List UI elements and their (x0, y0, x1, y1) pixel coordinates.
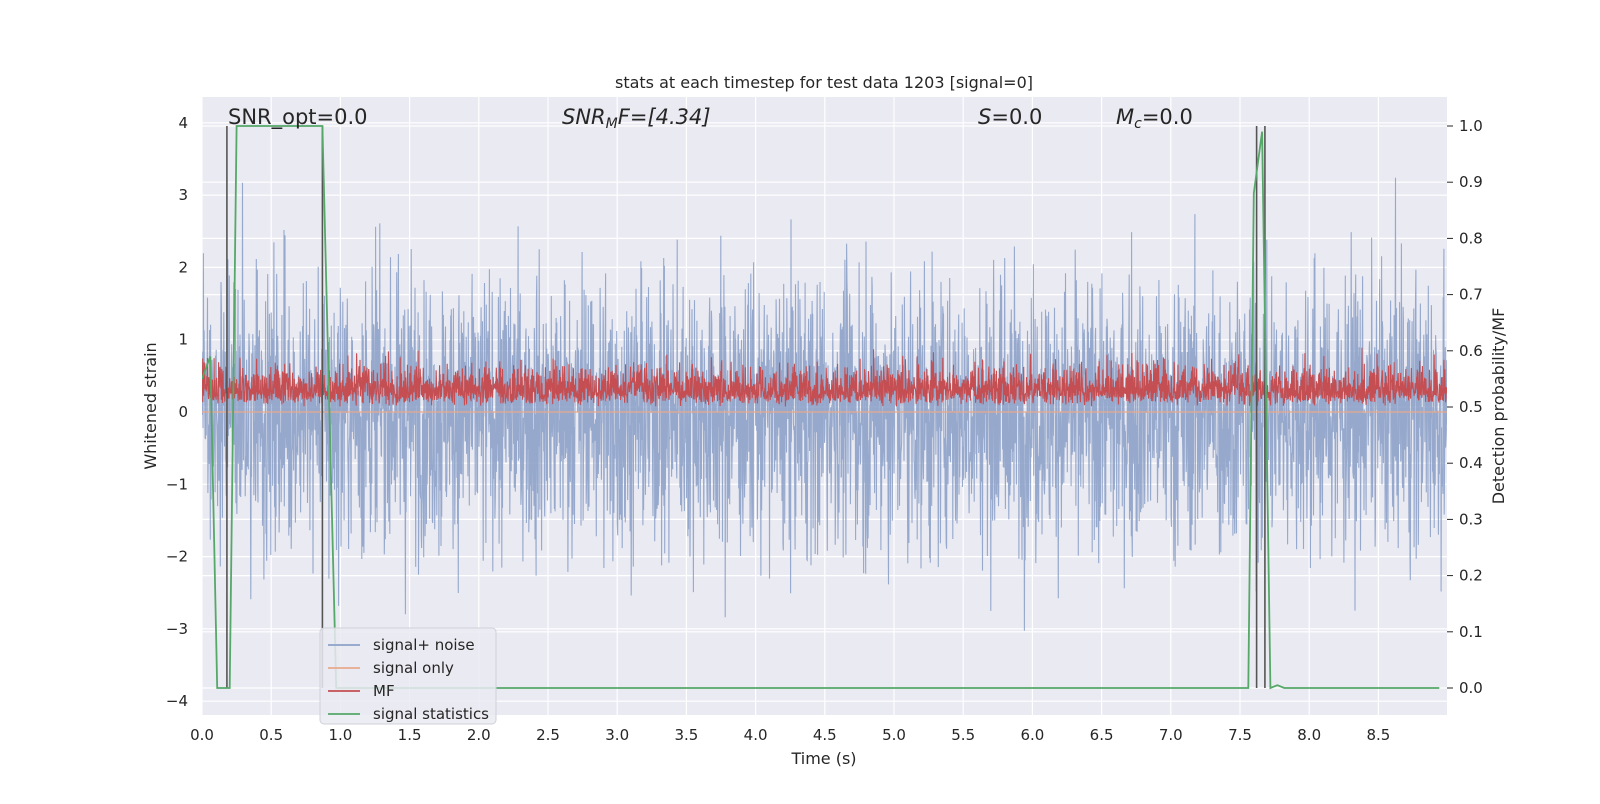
y-right-axis-ticks: 0.0 0.1 0.2 0.3 0.4 0.5 0.6 0.7 0.8 0.9 1.0 (1447, 117, 1483, 697)
y-right-tick-label: 0.3 (1459, 510, 1483, 528)
x-axis-ticks: 0.0 0.5 1.0 1.5 2.0 2.5 3.0 3.5 4.0 4.5 5.0 5.5 6.0 6… (190, 726, 1390, 744)
series-line-signal-noise (202, 177, 1447, 631)
y-tick-label: 3 (178, 186, 188, 204)
y-tick-label: 0 (178, 403, 188, 421)
y-right-tick-label: 0.9 (1459, 173, 1483, 191)
x-tick-label: 0.0 (190, 726, 214, 744)
legend-box (319, 627, 497, 725)
legend-label: signal statistics (373, 705, 489, 723)
y-right-axis-label: Detection probability/MF (1489, 308, 1508, 505)
y-right-tick-label: 0.6 (1459, 342, 1483, 360)
x-tick-label: 2.5 (536, 726, 560, 744)
y-right-tick-label: 0.1 (1459, 623, 1483, 641)
series-line-mf (202, 347, 1447, 407)
y-tick-label: −1 (166, 475, 188, 493)
chart-title: stats at each timestep for test data 120… (615, 73, 1033, 92)
annotation-snr-mf: SNRMF=[4.34] (562, 105, 711, 132)
x-tick-label: 0.5 (259, 726, 283, 744)
x-tick-label: 1.0 (328, 726, 352, 744)
y-right-tick-label: 0.4 (1459, 454, 1483, 472)
legend: signal+ noise signal only MF signal statist… (319, 627, 497, 725)
y-tick-label: −4 (166, 692, 188, 710)
y-right-tick-label: 0.0 (1459, 679, 1483, 697)
series-mf (202, 347, 1447, 407)
series-signal-noise (202, 177, 1447, 631)
y-axis-label: Whitened strain (141, 342, 160, 469)
x-tick-label: 3.5 (674, 726, 698, 744)
y-right-tick-label: 1.0 (1459, 117, 1483, 135)
x-axis-label: Time (s) (790, 749, 856, 768)
y-right-tick-label: 0.2 (1459, 567, 1483, 585)
x-tick-label: 7.5 (1228, 726, 1252, 744)
y-axis-ticks: −4 −3 −2 −1 0 1 2 3 4 (166, 114, 188, 710)
legend-label: MF (373, 682, 395, 700)
y-tick-label: −2 (166, 548, 188, 566)
y-tick-label: 4 (178, 114, 188, 132)
legend-label: signal+ noise (373, 636, 475, 654)
y-right-tick-label: 0.8 (1459, 229, 1483, 247)
x-tick-label: 6.5 (1090, 726, 1114, 744)
y-tick-label: 2 (178, 258, 188, 276)
vertical-markers (226, 126, 1266, 688)
x-tick-label: 7.0 (1159, 726, 1183, 744)
x-tick-label: 4.0 (744, 726, 768, 744)
x-tick-label: 3.0 (605, 726, 629, 744)
legend-label: signal only (373, 659, 454, 677)
y-tick-label: −3 (166, 620, 188, 638)
x-tick-label: 6.0 (1020, 726, 1044, 744)
annotation-snr-opt: SNR_opt=0.0 (228, 105, 368, 130)
x-tick-label: 5.5 (951, 726, 975, 744)
y-right-tick-label: 0.5 (1459, 398, 1483, 416)
x-tick-label: 8.0 (1297, 726, 1321, 744)
x-tick-label: 1.5 (398, 726, 422, 744)
x-tick-label: 4.5 (813, 726, 837, 744)
y-right-tick-label: 0.7 (1459, 286, 1483, 304)
annotation-mc: Mc=0.0 (1116, 105, 1193, 132)
x-tick-label: 2.0 (467, 726, 491, 744)
annotation-s: S=0.0 (978, 105, 1042, 129)
x-tick-label: 8.5 (1366, 726, 1390, 744)
y-tick-label: 1 (178, 331, 188, 349)
x-tick-label: 5.0 (882, 726, 906, 744)
